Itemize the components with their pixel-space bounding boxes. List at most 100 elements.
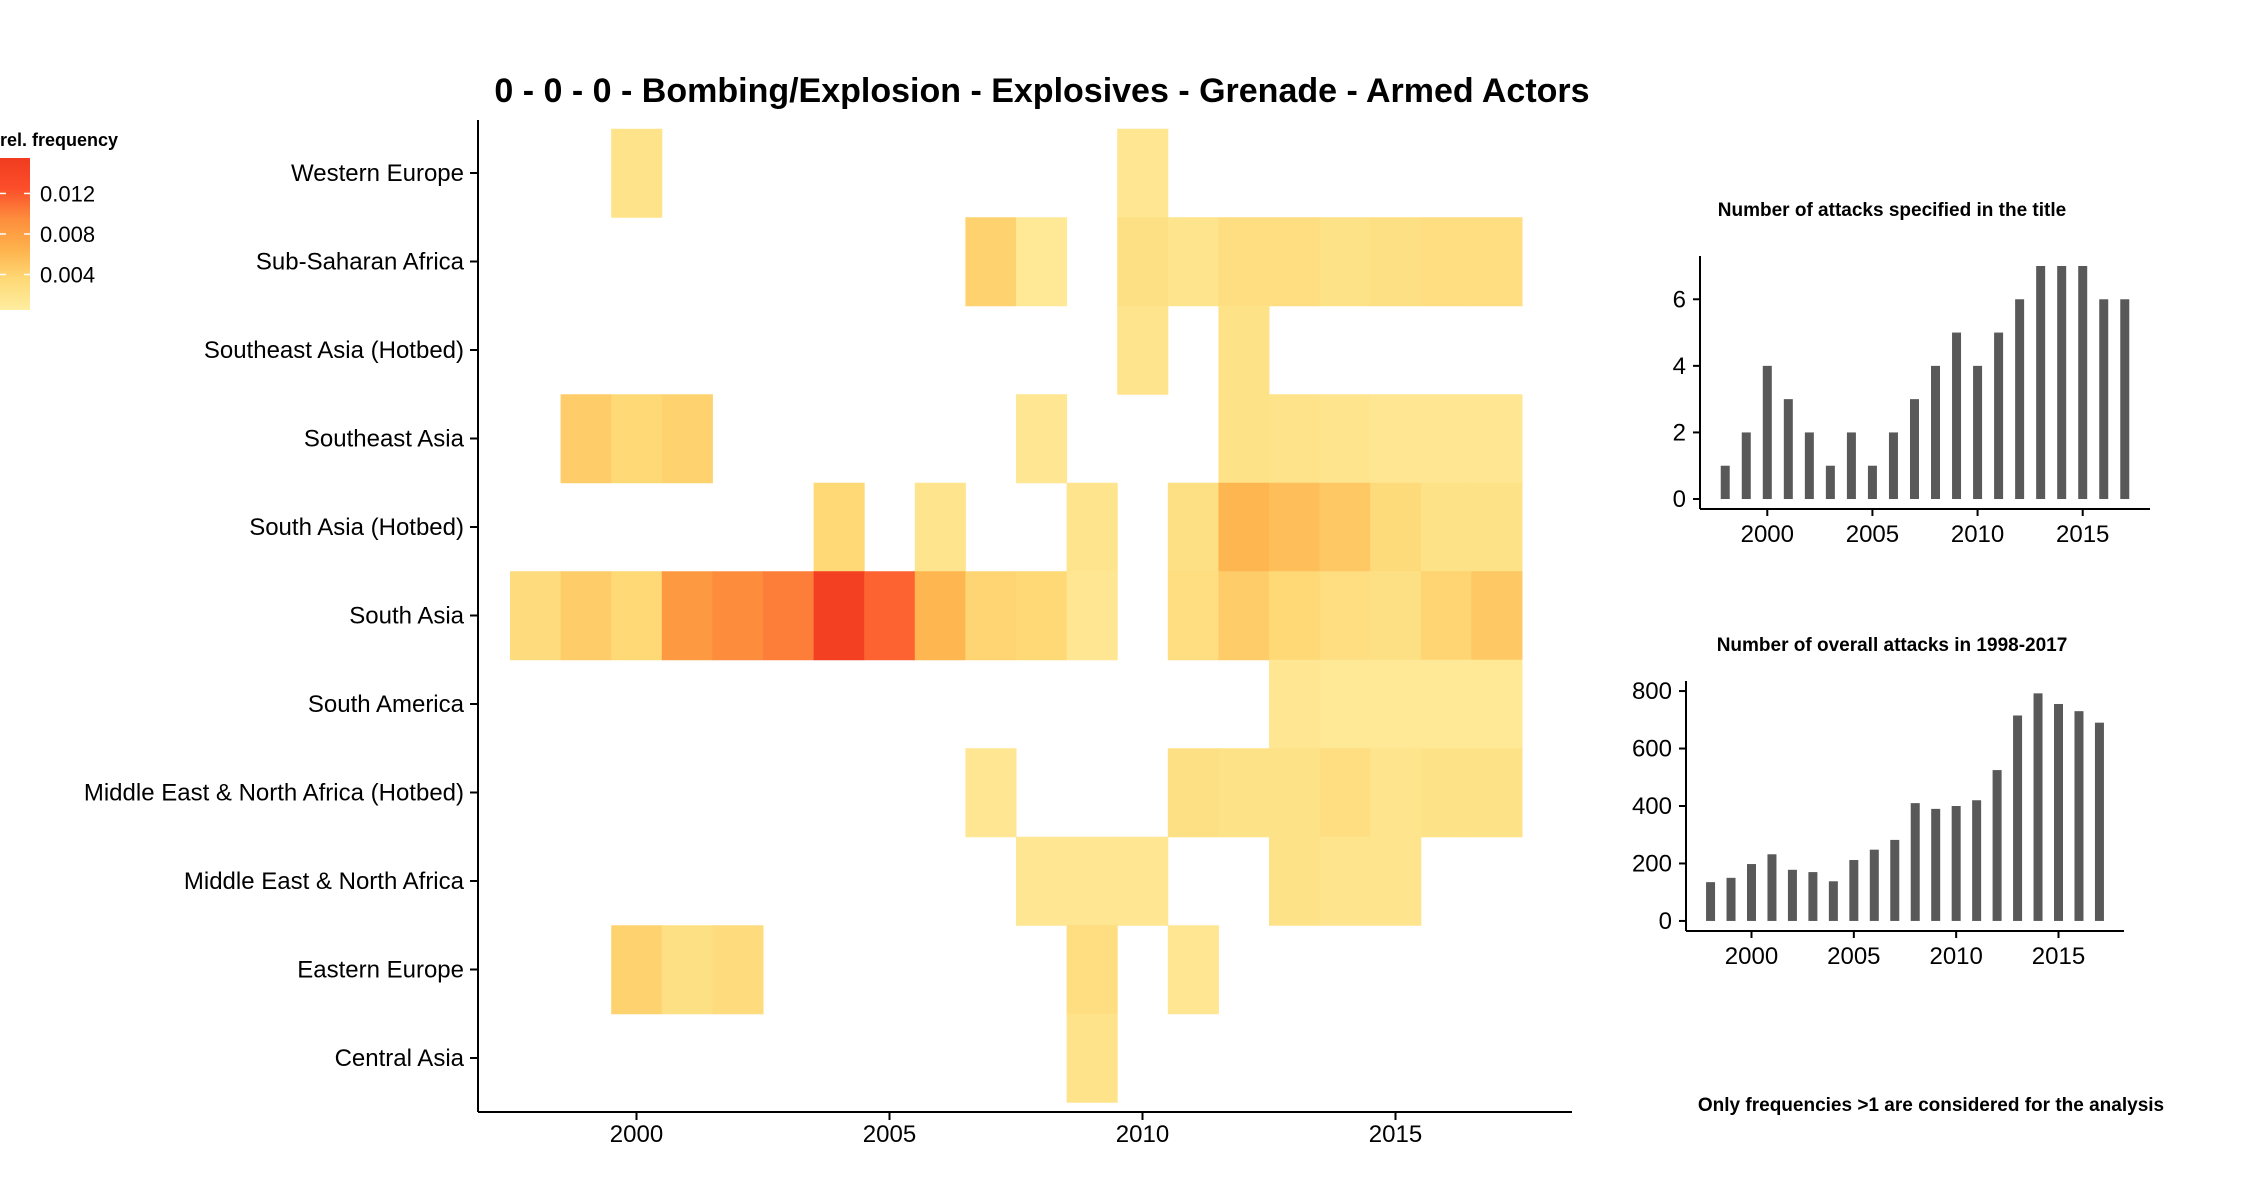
heatmap-cell [1319, 748, 1371, 838]
bar [2078, 265, 2088, 500]
heatmap-cell [510, 571, 562, 661]
heatmap-cell [1269, 748, 1321, 838]
heatmap-cell [1117, 305, 1169, 395]
bar [1787, 869, 1797, 921]
x-tick-label: 2010 [1951, 521, 2004, 548]
heatmap-cell [1319, 217, 1371, 307]
bar [2074, 711, 2084, 921]
heatmap-cell [1016, 394, 1068, 484]
heatmap-cell [1471, 482, 1523, 572]
bar [1767, 854, 1777, 921]
bar [1762, 365, 1772, 500]
heatmap-cell [661, 925, 713, 1015]
bar [2013, 715, 2023, 921]
heatmap-cell [1471, 394, 1523, 484]
heatmap-cell [1117, 836, 1169, 926]
y-tick-label: 4 [1673, 353, 1686, 380]
bar [1951, 806, 1961, 921]
bar [1720, 465, 1730, 500]
bar [1828, 881, 1838, 921]
bar [1867, 465, 1877, 500]
x-tick-label: 2000 [1741, 521, 1794, 548]
heatmap-region-label: Middle East & North Africa [184, 868, 465, 895]
heatmap-cell [1471, 659, 1523, 749]
x-tick-label: 2000 [1725, 943, 1778, 970]
heatmap-cell [1370, 394, 1422, 484]
heatmap-cell [560, 394, 612, 484]
y-tick-label: 0 [1659, 908, 1672, 935]
y-tick-label: 0 [1673, 486, 1686, 513]
heatmap-cell [914, 571, 966, 661]
bar [1931, 365, 1941, 500]
heatmap-x-tick-label: 2010 [1116, 1121, 1169, 1148]
y-tick-label: 400 [1632, 793, 1672, 820]
bar-chart-2-title: Number of overall attacks in 1998-2017 [1717, 635, 2068, 656]
bar [1849, 860, 1859, 921]
heatmap-cell [1066, 925, 1118, 1015]
heatmap-cell [712, 925, 764, 1015]
heatmap-cell [1269, 482, 1321, 572]
bar [1804, 432, 1814, 500]
heatmap-cell [1370, 748, 1422, 838]
bar [1973, 365, 1983, 500]
bar [2094, 722, 2104, 921]
bar [2036, 265, 2046, 500]
heatmap-cell [1319, 836, 1371, 926]
heatmap-cell [864, 571, 916, 661]
heatmap-cell [914, 482, 966, 572]
bar [2057, 265, 2067, 500]
y-tick-label: 6 [1673, 286, 1686, 313]
bar-chart-1: 0 2 4 6 2000 2005 2010 2015 [1673, 256, 2150, 548]
heatmap-x-tick-label: 2015 [1369, 1121, 1422, 1148]
heatmap-cell [1218, 482, 1270, 572]
heatmap-cell [763, 571, 815, 661]
heatmap-cell [1218, 305, 1270, 395]
bar-chart-2: 0 200 400 600 800 2000 2005 2010 2015 [1632, 678, 2124, 970]
heatmap-region-label: Western Europe [291, 160, 464, 187]
heatmap-cell [1167, 925, 1219, 1015]
heatmap-region-label: Sub-Saharan Africa [256, 249, 465, 276]
bar [2015, 299, 2025, 500]
y-tick-label: 600 [1632, 736, 1672, 763]
heatmap-cell [1016, 571, 1068, 661]
heatmap-region-label: Middle East & North Africa (Hotbed) [84, 780, 464, 807]
bar [2120, 299, 2130, 500]
heatmap-cell [1319, 659, 1371, 749]
heatmap-cell [965, 571, 1017, 661]
heatmap-cell [1471, 571, 1523, 661]
heatmap-cell [1066, 836, 1118, 926]
x-tick-label: 2005 [1846, 521, 1899, 548]
heatmap-cell [1420, 659, 1472, 749]
heatmap-x-ticks: 2000 2005 2010 2015 [610, 1112, 1422, 1148]
heatmap-cell [661, 394, 713, 484]
bar [1808, 872, 1818, 921]
heatmap-region-label: South America [308, 691, 465, 718]
heatmap-region-label: Southeast Asia [304, 426, 465, 453]
legend-tick-label: 0.004 [40, 263, 95, 288]
heatmap-cell [965, 217, 1017, 307]
heatmap-cell [1269, 394, 1321, 484]
bar [1783, 399, 1793, 500]
heatmap-region-label: Eastern Europe [297, 957, 464, 984]
bar [1825, 465, 1835, 500]
heatmap-region-label: Southeast Asia (Hotbed) [204, 337, 464, 364]
heatmap-cell [1218, 394, 1270, 484]
legend-title: rel. frequency [0, 130, 118, 150]
footnote: Only frequencies >1 are considered for t… [1698, 1095, 2164, 1116]
bar [1741, 432, 1751, 500]
heatmap-region-label: Central Asia [335, 1045, 465, 1072]
heatmap-cell [611, 925, 663, 1015]
heatmap-cell [1066, 571, 1118, 661]
x-tick-label: 2015 [2056, 521, 2109, 548]
bar [1846, 432, 1856, 500]
heatmap-cell [1218, 571, 1270, 661]
heatmap-cell [1370, 217, 1422, 307]
x-tick-label: 2010 [1929, 943, 1982, 970]
heatmap-cell [1420, 748, 1472, 838]
bar [2054, 703, 2064, 921]
heatmap-x-tick-label: 2005 [863, 1121, 916, 1148]
legend-tick-label: 0.008 [40, 222, 95, 247]
legend-tick-label: 0.012 [40, 181, 95, 206]
heatmap-cell [1370, 659, 1422, 749]
